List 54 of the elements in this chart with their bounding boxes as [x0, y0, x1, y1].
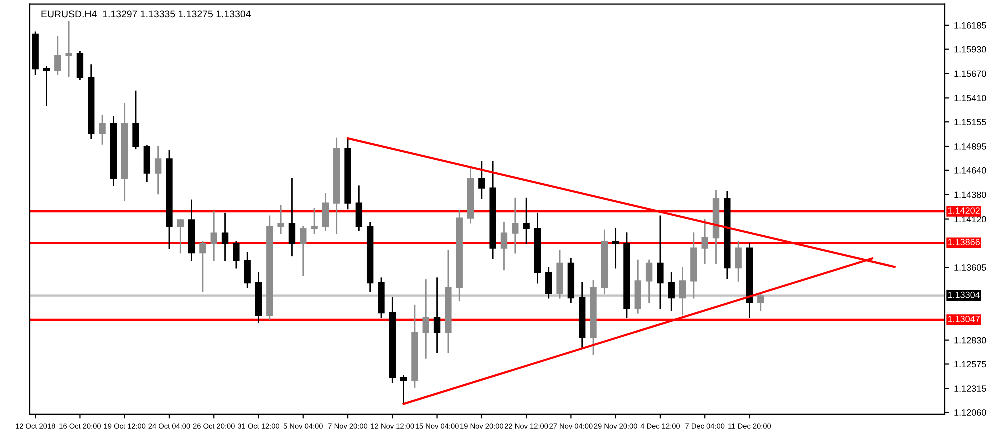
y-tick-label: 1.15410	[954, 95, 986, 102]
y-tick-label: 1.12830	[954, 337, 986, 344]
candlestick	[356, 186, 363, 232]
candlestick	[434, 278, 441, 354]
candlestick	[400, 375, 408, 405]
candlestick	[668, 272, 675, 311]
y-tick-label: 1.12575	[954, 361, 986, 368]
candlestick	[177, 220, 184, 254]
candlestick	[210, 211, 218, 262]
candlestick	[43, 66, 50, 106]
candlestick	[612, 228, 620, 269]
candlestick	[288, 178, 296, 257]
ref-line-label: 1.13866	[948, 239, 980, 246]
candlestick	[546, 267, 552, 299]
y-tick-label: 1.14120	[954, 216, 986, 223]
candlestick	[300, 226, 307, 276]
candlestick	[99, 115, 106, 145]
candlestick	[76, 52, 84, 80]
candlestick	[222, 212, 229, 262]
candlestick	[679, 267, 686, 316]
candlestick	[154, 146, 162, 195]
candlestick	[512, 198, 519, 254]
candlestick	[657, 216, 664, 310]
ref-line-label: 1.13047	[948, 316, 980, 322]
candlestick	[278, 205, 284, 234]
y-tick-label: 1.14640	[954, 167, 986, 174]
text: EURUSD.H4 1.13297 1.13335 1.13275 1.13304	[42, 10, 251, 18]
candlestick	[54, 36, 62, 76]
candlestick	[758, 292, 764, 311]
candlestick	[322, 193, 330, 232]
candlestick	[735, 241, 742, 282]
ref-line-label: 1.13304	[948, 292, 980, 298]
y-tick-label: 1.13605	[954, 264, 986, 271]
candlestick	[132, 90, 140, 150]
candlestick	[244, 252, 251, 288]
candlestick	[478, 161, 486, 200]
y-tick-label: 1.15670	[954, 70, 986, 78]
candlestick	[422, 280, 430, 359]
candlestick	[500, 222, 508, 271]
candlestick	[702, 220, 708, 264]
candlestick	[200, 241, 206, 292]
y-tick-label: 1.12315	[954, 386, 986, 392]
candlestick	[311, 208, 318, 234]
ref-line-label: 1.14202	[948, 208, 980, 214]
y-tick-label: 1.12060	[954, 410, 986, 416]
y-tick-label: 1.15155	[954, 119, 986, 126]
candlestick	[66, 21, 72, 78]
y-tick-label: 1.15930	[954, 46, 986, 53]
candlestick	[523, 198, 530, 244]
candlestick	[233, 241, 240, 269]
y-tick-label: 1.16185	[954, 22, 986, 29]
y-tick-label: 1.14380	[954, 192, 986, 198]
candlestick	[646, 260, 653, 304]
y-tick-label: 1.14895	[954, 143, 986, 150]
